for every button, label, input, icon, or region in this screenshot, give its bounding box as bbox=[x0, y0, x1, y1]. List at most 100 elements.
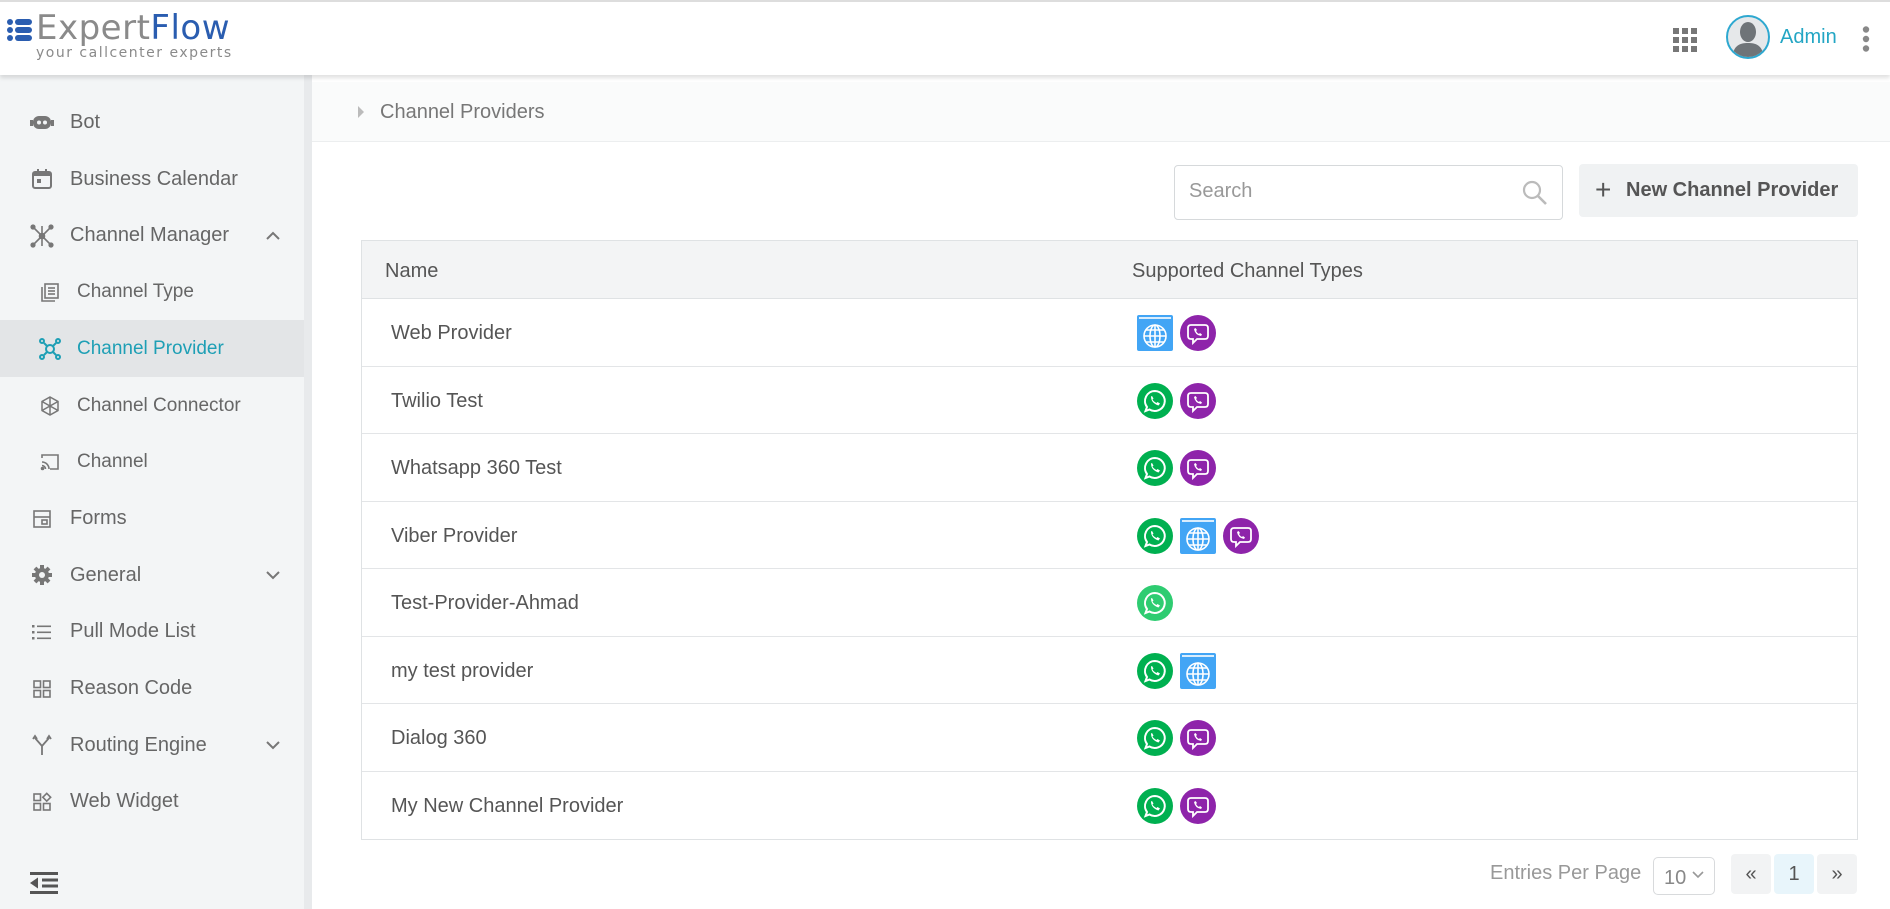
sidebar-item-label: Bot bbox=[70, 111, 101, 133]
next-page-button[interactable]: » bbox=[1817, 854, 1857, 894]
logo-dots-icon bbox=[7, 18, 32, 41]
collapse-menu-icon[interactable] bbox=[30, 872, 58, 894]
web-channel-icon bbox=[1180, 652, 1216, 689]
table-row[interactable]: Twilio Test bbox=[362, 367, 1857, 434]
supported-channel-types bbox=[1137, 517, 1259, 554]
sidebar-item-label: General bbox=[70, 563, 142, 586]
bullet-list-icon bbox=[30, 620, 54, 644]
entries-per-page-label: Entries Per Page bbox=[1490, 862, 1642, 884]
viber-channel-icon bbox=[1180, 315, 1216, 351]
supported-channel-types bbox=[1137, 787, 1216, 824]
connector-icon bbox=[38, 394, 62, 418]
user-silhouette-icon bbox=[1732, 22, 1764, 57]
provider-name[interactable]: my test provider bbox=[391, 659, 534, 682]
sidebar-item-forms[interactable]: Forms bbox=[0, 490, 304, 547]
table-row[interactable]: Whatsapp 360 Test bbox=[362, 434, 1857, 502]
table-row[interactable]: my test provider bbox=[362, 637, 1857, 704]
provider-name[interactable]: Viber Provider bbox=[391, 524, 518, 547]
sidebar-item-label: Channel Manager bbox=[70, 224, 229, 247]
previous-page-button[interactable]: « bbox=[1731, 854, 1771, 894]
sidebar-item-reason-code[interactable]: Reason Code bbox=[0, 660, 304, 717]
whatsapp-channel-icon bbox=[1137, 517, 1173, 554]
provider-icon bbox=[38, 337, 62, 361]
table-row[interactable]: Dialog 360 bbox=[362, 704, 1857, 772]
sidebar-item-pull-mode-list[interactable]: Pull Mode List bbox=[0, 603, 304, 660]
apps-grid-icon[interactable] bbox=[1673, 28, 1697, 52]
sidebar-item-channel-provider[interactable]: Channel Provider bbox=[0, 320, 304, 378]
supported-channel-types bbox=[1137, 315, 1216, 351]
column-header-name[interactable]: Name bbox=[385, 260, 439, 282]
page-1-button[interactable]: 1 bbox=[1774, 854, 1814, 894]
sidebar-item-label: Channel Provider bbox=[77, 337, 224, 359]
web-channel-icon bbox=[1180, 517, 1216, 554]
forms-icon bbox=[30, 507, 54, 531]
logo-word-expert: Expert bbox=[36, 8, 151, 48]
provider-name[interactable]: Test-Provider-Ahmad bbox=[391, 592, 579, 614]
viber-channel-icon bbox=[1180, 720, 1216, 756]
chevron-down-icon[interactable] bbox=[264, 566, 282, 584]
routing-icon bbox=[30, 733, 54, 757]
sidebar-item-label: Forms bbox=[70, 507, 127, 530]
more-vertical-icon[interactable] bbox=[1862, 26, 1870, 52]
sidebar: Bot Business Calendar Channel Manager Chann… bbox=[0, 75, 304, 909]
provider-name[interactable]: Whatsapp 360 Test bbox=[391, 457, 562, 479]
chevron-up-icon[interactable] bbox=[264, 227, 282, 245]
top-header: ExpertFlow your callcenter experts Admin bbox=[0, 0, 1890, 75]
sidebar-item-general[interactable]: General bbox=[0, 547, 304, 604]
search-icon[interactable] bbox=[1522, 180, 1548, 206]
sidebar-item-channel-type[interactable]: Channel Type bbox=[0, 264, 304, 321]
supported-channel-types bbox=[1137, 652, 1216, 689]
table-row[interactable]: Test-Provider-Ahmad bbox=[362, 569, 1857, 637]
new-channel-provider-button[interactable]: + New Channel Provider bbox=[1579, 164, 1858, 217]
search-input[interactable] bbox=[1189, 180, 1489, 203]
logo-word-flow: Flow bbox=[150, 8, 231, 48]
chevron-down-icon[interactable] bbox=[264, 736, 282, 754]
grid-icon bbox=[30, 677, 54, 701]
table-row[interactable]: My New Channel Provider bbox=[362, 772, 1857, 840]
sidebar-item-bot[interactable]: Bot bbox=[0, 94, 304, 151]
whatsapp-channel-icon bbox=[1137, 450, 1173, 486]
list-icon bbox=[38, 280, 62, 304]
avatar[interactable] bbox=[1726, 15, 1770, 59]
provider-name[interactable]: My New Channel Provider bbox=[391, 794, 624, 817]
sidebar-item-label: Business Calendar bbox=[70, 167, 238, 190]
web-channel-icon bbox=[1137, 315, 1173, 351]
provider-name[interactable]: Web Provider bbox=[391, 322, 512, 344]
gear-icon bbox=[30, 563, 54, 587]
table-row[interactable]: Viber Provider bbox=[362, 502, 1857, 569]
table-row[interactable]: Web Provider bbox=[362, 299, 1857, 367]
provider-name[interactable]: Twilio Test bbox=[391, 389, 483, 412]
sidebar-item-label: Channel bbox=[77, 451, 148, 473]
table-header: Name Supported Channel Types bbox=[362, 241, 1857, 299]
sidebar-item-business-calendar[interactable]: Business Calendar bbox=[0, 151, 304, 208]
breadcrumb-current: Channel Providers bbox=[380, 101, 545, 123]
whatsapp-channel-icon bbox=[1137, 382, 1173, 419]
sidebar-item-label: Routing Engine bbox=[70, 733, 207, 756]
provider-name[interactable]: Dialog 360 bbox=[391, 727, 487, 749]
supported-channel-types bbox=[1137, 585, 1173, 621]
sidebar-item-routing-engine[interactable]: Routing Engine bbox=[0, 717, 304, 774]
column-header-supported-channel-types[interactable]: Supported Channel Types bbox=[1132, 260, 1363, 282]
sidebar-item-web-widget[interactable]: Web Widget bbox=[0, 773, 304, 830]
bot-icon bbox=[30, 111, 54, 135]
new-channel-provider-label: New Channel Provider bbox=[1626, 179, 1839, 201]
sidebar-item-channel[interactable]: Channel bbox=[0, 434, 304, 491]
entries-per-page-select[interactable]: 10 bbox=[1653, 857, 1715, 895]
cast-icon bbox=[38, 450, 62, 474]
user-name[interactable]: Admin bbox=[1780, 26, 1837, 48]
sidebar-item-label: Web Widget bbox=[70, 790, 179, 813]
sidebar-item-label: Reason Code bbox=[70, 677, 193, 699]
sidebar-item-channel-connector[interactable]: Channel Connector bbox=[0, 377, 304, 434]
logo-tagline: your callcenter experts bbox=[36, 45, 233, 61]
sidebar-item-label: Channel Type bbox=[77, 281, 194, 303]
channel-providers-table: Name Supported Channel Types Web Provide… bbox=[361, 240, 1858, 840]
whatsapp-channel-icon bbox=[1137, 652, 1173, 689]
whatsapp-channel-icon bbox=[1137, 787, 1173, 824]
whatsapp-channel-icon bbox=[1137, 585, 1173, 621]
viber-channel-icon bbox=[1223, 517, 1259, 554]
whatsapp-channel-icon bbox=[1137, 720, 1173, 756]
sidebar-item-channel-manager[interactable]: Channel Manager bbox=[0, 207, 304, 264]
viber-channel-icon bbox=[1180, 382, 1216, 419]
supported-channel-types bbox=[1137, 450, 1216, 486]
search-box[interactable] bbox=[1174, 165, 1563, 220]
